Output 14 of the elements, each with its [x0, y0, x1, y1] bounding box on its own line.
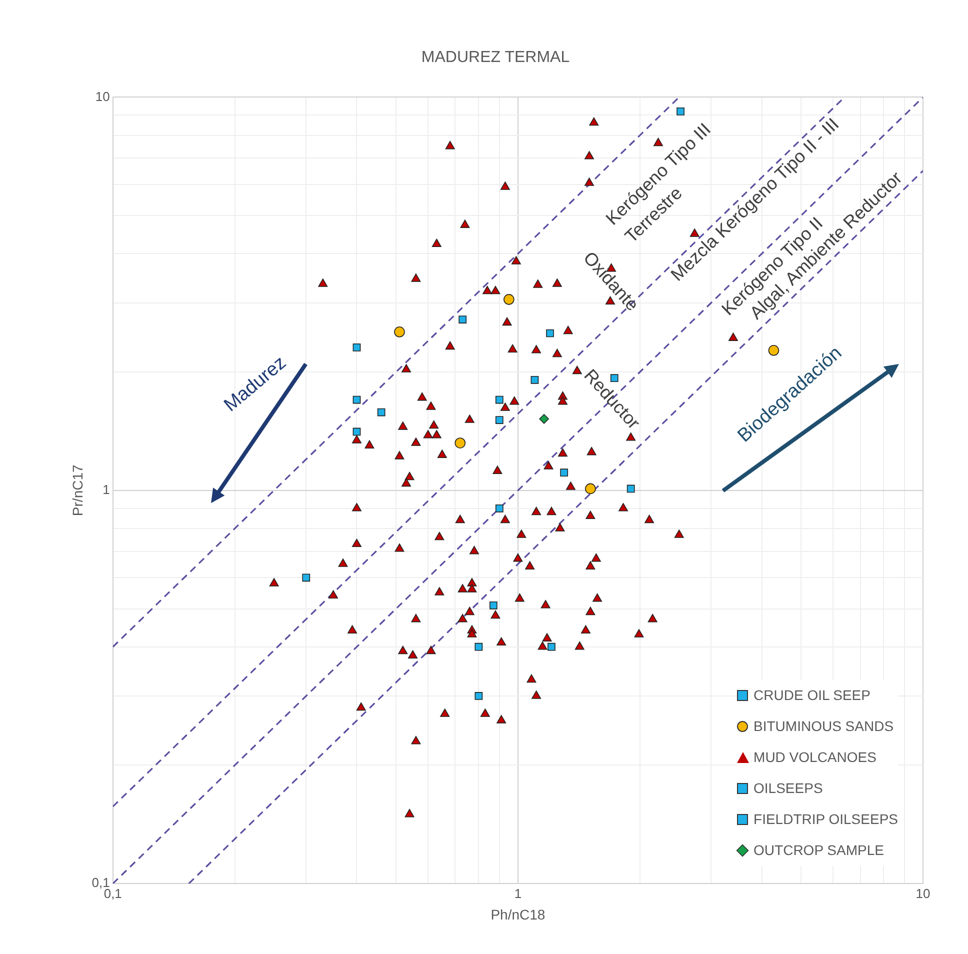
- x-tick-label: 10: [916, 886, 930, 901]
- chart-title: MADUREZ TERMAL: [421, 49, 570, 66]
- x-tick-label: 1: [514, 886, 522, 901]
- y-axis-title: Pr/nC17: [69, 464, 86, 516]
- legend-label: OILSEEPS: [754, 780, 823, 796]
- legend-label: CRUDE OIL SEEP: [754, 686, 870, 703]
- legend-label: BITUMINOUS SANDS: [754, 718, 894, 734]
- y-tick-label: 0,1: [92, 875, 110, 890]
- legend-label: FIELDTRIP OILSEEPS: [754, 810, 898, 827]
- legend-label: OUTCROP SAMPLE: [754, 842, 884, 858]
- legend-label: MUD VOLCANOES: [754, 748, 876, 765]
- y-tick-label: 1: [102, 482, 110, 497]
- y-tick-label: 10: [95, 88, 110, 104]
- x-axis-title: Ph/nC18: [490, 906, 546, 922]
